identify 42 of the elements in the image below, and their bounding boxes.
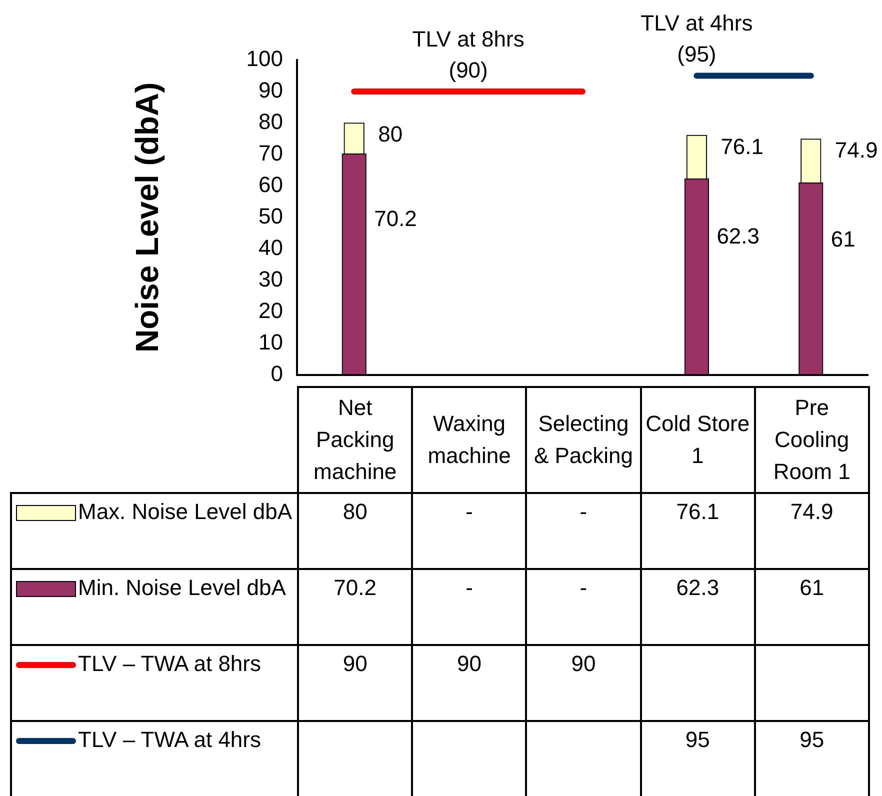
y-tick-label: 90 (258, 78, 283, 103)
legend-label: TLV – TWA at 8hrs (11, 645, 298, 721)
x-tick-label: Cold Store 1 (640, 387, 755, 493)
data-label: 90 (526, 645, 641, 721)
y-tick-label: 50 (258, 203, 283, 228)
text: - (466, 575, 473, 600)
data-label: 61 (754, 569, 869, 645)
text: 70.2 (374, 206, 417, 232)
x-tick-label: Net Packing machine (298, 387, 412, 493)
text: 61 (830, 226, 856, 252)
x-tick-label: Waxing machine (412, 387, 526, 493)
data-label: 70.2 (298, 569, 412, 645)
data-label: 74.9 (754, 493, 869, 569)
text: - (580, 499, 588, 524)
y-axis-title: Noise Level (dbA) (129, 82, 166, 353)
text: - (580, 575, 588, 600)
data-label: 62.3 (640, 569, 755, 645)
data-label: 95 (640, 721, 755, 796)
legend-label: TLV – TWA at 4hrs (11, 721, 298, 796)
x-tick-label: Selecting & Packing (526, 387, 641, 493)
text: 80 (378, 122, 403, 147)
annotation: TLV at 8hrs (90) (412, 26, 524, 82)
data-label: 76.1 (640, 493, 755, 569)
y-tick-label: 0 (270, 360, 283, 386)
y-tick-label: 30 (258, 266, 283, 292)
text: - (466, 499, 473, 524)
y-tick-label: 80 (258, 109, 283, 134)
x-tick-label: Pre Cooling Room 1 (754, 387, 869, 493)
y-tick-label: 70 (258, 140, 283, 166)
y-tick-label: 40 (258, 234, 283, 260)
text: 62.3 (716, 224, 760, 249)
legend-label: Min. Noise Level dbA (11, 569, 298, 645)
text: 76.1 (720, 134, 764, 159)
y-tick-label: 60 (258, 172, 283, 197)
y-tick-label: 100 (246, 46, 283, 72)
y-tick-label: 20 (258, 298, 283, 323)
legend-label: Max. Noise Level dbA (11, 493, 298, 569)
data-label: 95 (754, 721, 869, 796)
data-label: 90 (412, 645, 526, 721)
annotation: TLV at 4hrs (95) (640, 10, 753, 67)
text: 74.9 (834, 138, 878, 163)
y-tick-label: 10 (258, 329, 283, 354)
